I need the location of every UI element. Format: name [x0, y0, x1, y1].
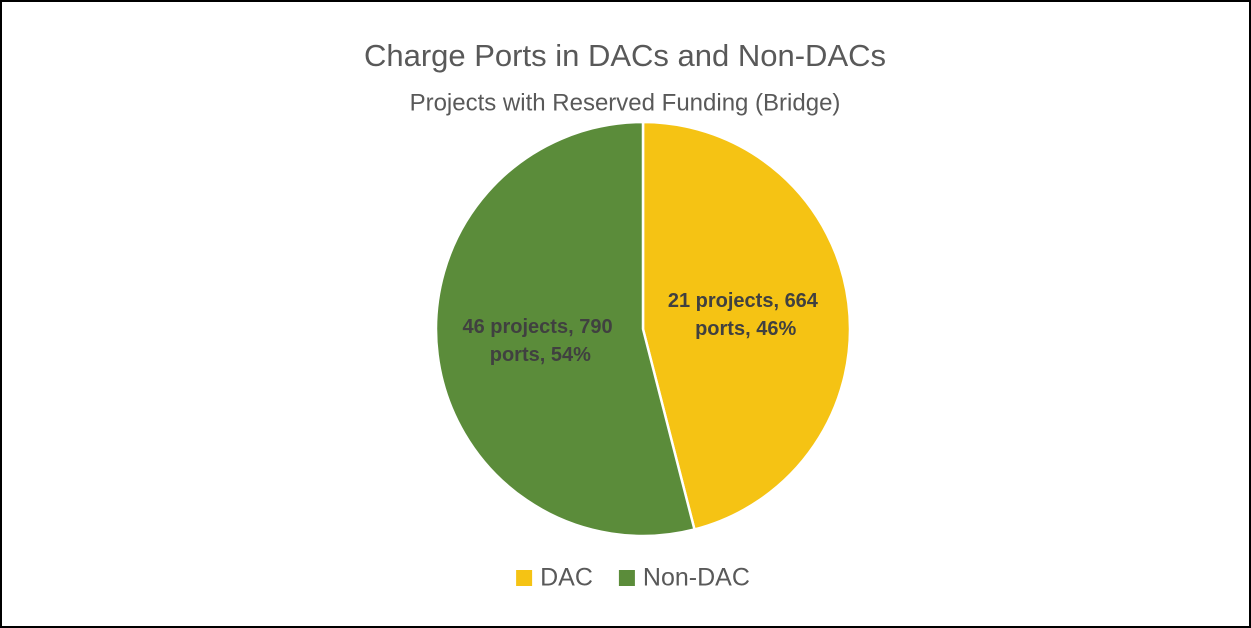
legend-label: Non-DAC	[643, 564, 750, 592]
legend-item: Non-DAC	[618, 564, 750, 592]
legend-label: DAC	[540, 564, 593, 592]
data-label: 46 projects, 790 ports, 54%	[462, 316, 618, 366]
data-label: 21 projects, 664 ports, 46%	[668, 290, 824, 340]
legend-swatch	[618, 570, 635, 586]
legend-swatch	[516, 570, 533, 586]
legend-item: DAC	[516, 564, 593, 592]
pie-slice	[641, 120, 852, 532]
chart-subtitle: Projects with Reserved Funding (Bridge)	[410, 89, 841, 116]
pie-slice	[434, 120, 697, 538]
chart-title: Charge Ports in DACs and Non-DACs	[364, 38, 886, 73]
